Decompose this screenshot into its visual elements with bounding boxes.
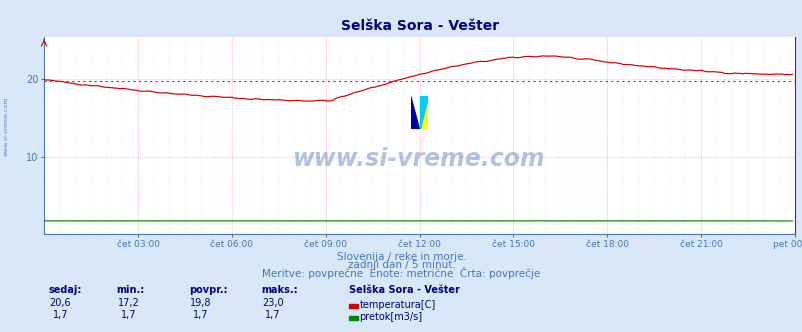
Text: 1,7: 1,7 (265, 310, 281, 320)
Text: maks.:: maks.: (261, 285, 298, 295)
Text: 1,7: 1,7 (120, 310, 136, 320)
Text: min.:: min.: (116, 285, 144, 295)
Text: 1,7: 1,7 (192, 310, 209, 320)
Title: Selška Sora - Vešter: Selška Sora - Vešter (340, 19, 498, 33)
Polygon shape (419, 96, 428, 129)
Text: Meritve: povprečne  Enote: metrične  Črta: povprečje: Meritve: povprečne Enote: metrične Črta:… (262, 267, 540, 279)
Polygon shape (411, 96, 419, 129)
Text: pretok[m3/s]: pretok[m3/s] (359, 312, 422, 322)
Text: 17,2: 17,2 (117, 298, 140, 308)
Text: Selška Sora - Vešter: Selška Sora - Vešter (349, 285, 460, 295)
Text: www.si-vreme.com: www.si-vreme.com (4, 96, 9, 156)
Polygon shape (419, 96, 428, 129)
Text: 1,7: 1,7 (52, 310, 68, 320)
Text: povpr.:: povpr.: (188, 285, 227, 295)
Text: www.si-vreme.com: www.si-vreme.com (293, 147, 545, 171)
Text: zadnji dan / 5 minut.: zadnji dan / 5 minut. (347, 260, 455, 270)
Text: 19,8: 19,8 (190, 298, 211, 308)
Text: temperatura[C]: temperatura[C] (359, 300, 435, 310)
Text: Slovenija / reke in morje.: Slovenija / reke in morje. (336, 252, 466, 262)
Text: 23,0: 23,0 (262, 298, 283, 308)
Text: 20,6: 20,6 (50, 298, 71, 308)
Text: sedaj:: sedaj: (48, 285, 82, 295)
